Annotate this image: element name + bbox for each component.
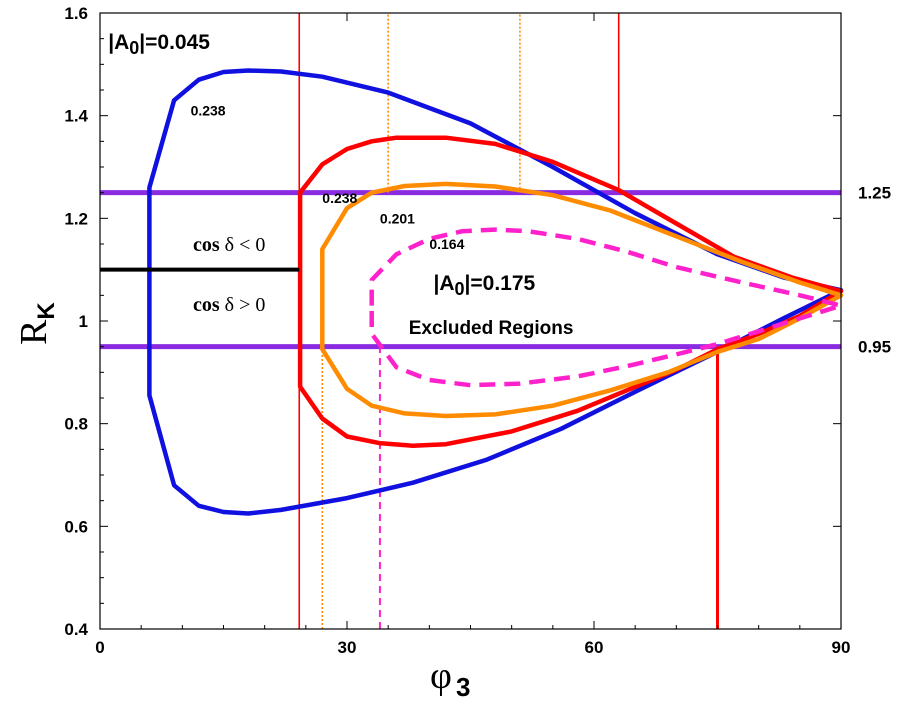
annotation-a0-blue: |A0|=0.045 — [108, 31, 210, 58]
curve-label-orange: 0.201 — [380, 210, 415, 226]
annotation-a0-center: |A0|=0.175 — [433, 272, 535, 299]
y-axis-label-main: R — [13, 319, 55, 345]
band-label-upper: 1.25 — [858, 184, 891, 203]
x-tick-label-1: 30 — [338, 638, 357, 657]
series-curve-orange — [320, 181, 844, 419]
curve-label-magenta: 0.164 — [429, 236, 464, 252]
x-axis-label-main: φ — [430, 655, 452, 697]
cos-delta-negative-label: cos δ < 0 — [193, 234, 265, 256]
x-tick-label-0: 0 — [95, 638, 104, 657]
y-tick-label-5: 1.4 — [64, 107, 88, 126]
cos-pos-greek: δ — [225, 294, 234, 316]
cos-pos-pre: cos — [193, 294, 225, 316]
band-label-lower: 0.95 — [858, 338, 891, 357]
y-tick-label-1: 0.6 — [64, 517, 88, 536]
series-curve-red — [297, 135, 844, 448]
cos-pos-post: > 0 — [234, 294, 265, 316]
y-tick-label-2: 0.8 — [64, 415, 88, 434]
y-tick-label-0: 0.4 — [64, 620, 88, 639]
a0-center-pre: |A — [433, 272, 454, 295]
a0-blue-pre: |A — [108, 31, 129, 54]
a0-blue-post: |=0.045 — [139, 31, 210, 54]
a0-center-sub: 0 — [454, 279, 464, 299]
curve-label-blue: 0.238 — [191, 103, 226, 119]
y-tick-label-4: 1.2 — [64, 209, 88, 228]
y-axis-label-sub: K — [33, 302, 60, 320]
cos-neg-post: < 0 — [234, 234, 265, 256]
ticks-layer: 0 30 60 90 0.4 0.6 0.8 1 1.2 1.4 1.6 — [64, 4, 850, 657]
cos-neg-greek: δ — [225, 234, 234, 256]
y-tick-label-3: 1 — [79, 312, 88, 331]
x-tick-label-3: 90 — [832, 638, 851, 657]
y-axis-label: RK — [13, 302, 60, 345]
x-axis-label-sub: 3 — [456, 672, 470, 702]
y-tick-label-6: 1.6 — [64, 4, 88, 23]
cos-delta-positive-label: cos δ > 0 — [193, 294, 265, 316]
series-curve-magenta — [369, 227, 844, 388]
x-tick-label-2: 60 — [585, 638, 604, 657]
a0-center-post: |=0.175 — [465, 272, 536, 295]
cos-neg-pre: cos — [193, 234, 225, 256]
annotation-excluded-regions: Excluded Regions — [409, 318, 574, 339]
a0-blue-sub: 0 — [129, 38, 139, 58]
curve-label-red: 0.238 — [322, 190, 357, 206]
